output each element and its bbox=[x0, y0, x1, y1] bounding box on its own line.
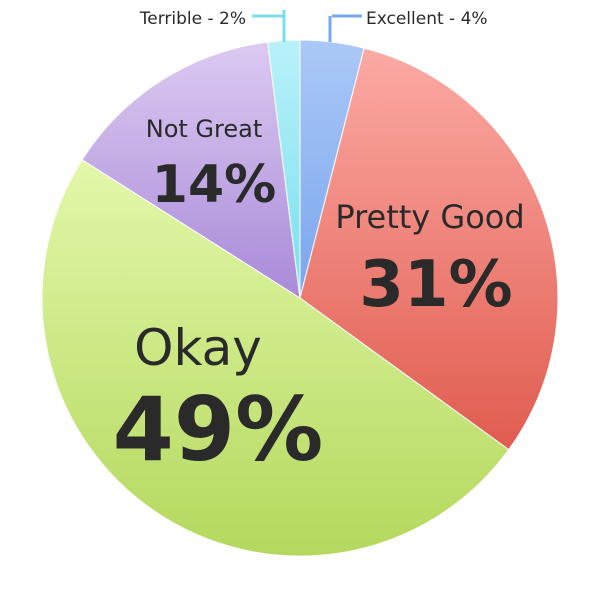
pie-slice-not-great bbox=[81, 41, 301, 299]
callout-label-terrible: Terrible - 2% bbox=[139, 9, 246, 29]
slice-name-okay: Okay bbox=[134, 319, 262, 377]
pie-slice-pretty-good bbox=[299, 47, 559, 451]
slice-percent-pretty-good: 31% bbox=[359, 248, 512, 322]
slice-name-not-great: Not Great bbox=[146, 115, 263, 143]
pie-slice-okay bbox=[41, 159, 510, 557]
callout-label-excellent: Excellent - 4% bbox=[366, 9, 488, 29]
slice-name-pretty-good: Pretty Good bbox=[335, 198, 524, 236]
slice-percent-not-great: 14% bbox=[152, 155, 276, 215]
pie-slices bbox=[41, 39, 559, 557]
callout-leaders bbox=[252, 10, 362, 42]
slice-percent-okay: 49% bbox=[113, 378, 324, 481]
